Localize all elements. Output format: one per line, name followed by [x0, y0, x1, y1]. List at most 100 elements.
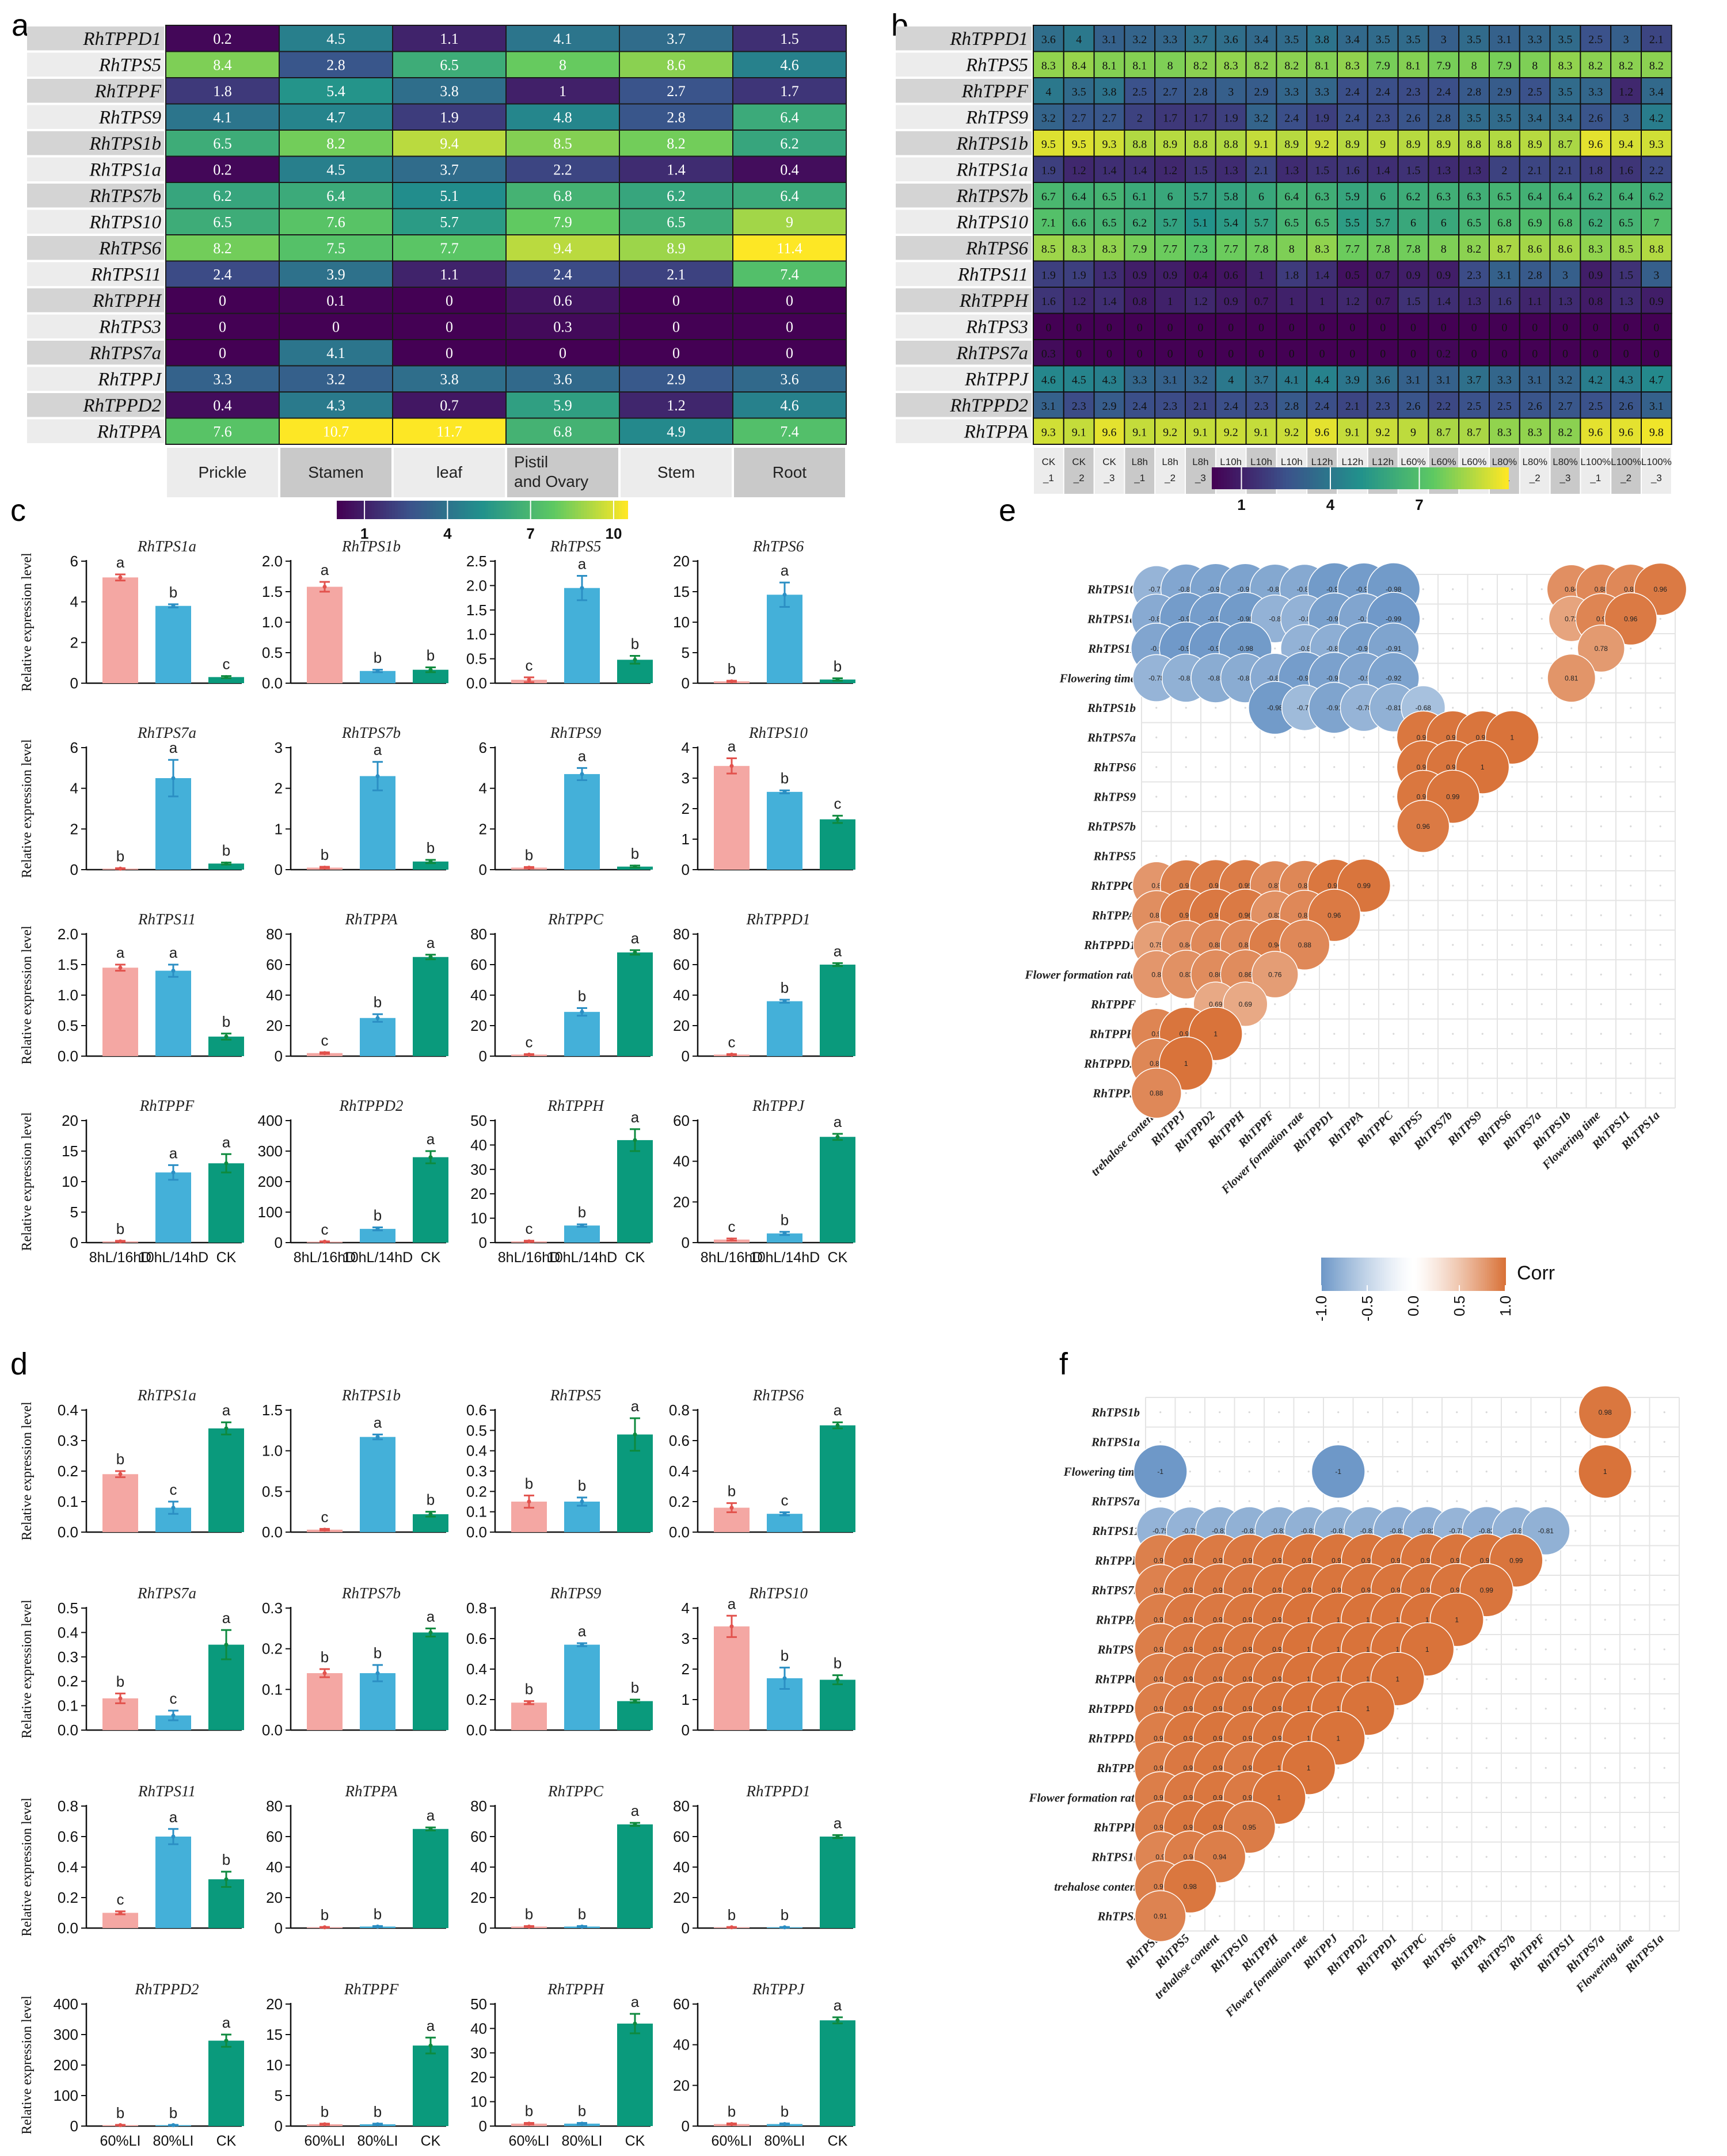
cell-value: 1.5	[1193, 164, 1208, 177]
cell-value: 2.7	[1072, 112, 1086, 124]
empty-cell	[1337, 1767, 1340, 1769]
heatmap-cell	[732, 77, 847, 105]
legend-swatch	[371, 501, 375, 519]
cell-value: 2.7	[1558, 400, 1573, 413]
row-label: RhTPS1a	[956, 159, 1028, 180]
y-tick-label: 0	[275, 1919, 283, 1937]
corr-value: 1	[1307, 1764, 1311, 1772]
cell-value: 6.1	[1132, 191, 1147, 203]
empty-cell	[1481, 914, 1483, 916]
row-label: RhTPS6	[965, 238, 1029, 259]
empty-cell	[1185, 766, 1187, 768]
legend-swatch	[581, 501, 585, 519]
y-tick-label: 0.5	[466, 650, 487, 668]
significance-letter: b	[169, 584, 177, 601]
empty-cell	[1659, 736, 1661, 738]
heatmap-cell	[1276, 208, 1308, 235]
empty-cell	[1303, 795, 1306, 798]
heatmap-cell	[1549, 339, 1581, 367]
heatmap-cell	[1306, 391, 1338, 419]
significance-letter: c	[728, 1034, 736, 1051]
y-tick-label: 60	[266, 1828, 283, 1845]
significance-letter: a	[578, 747, 587, 764]
cell-value: 0.4	[1193, 269, 1208, 281]
cell-value: 0	[1653, 321, 1659, 334]
cell-value: 8.2	[1588, 59, 1603, 72]
legend-tick-label: 7	[1415, 496, 1423, 513]
corr-value: 1	[1395, 1675, 1399, 1683]
legend-swatch	[520, 501, 524, 519]
cell-value: 8	[1289, 243, 1295, 256]
y-tick-label: 0.2	[58, 1889, 78, 1906]
row-label: RhTPS9	[98, 107, 161, 128]
y-tick-label: 30	[470, 2044, 487, 2062]
empty-cell	[1604, 1767, 1606, 1769]
legend-swatch	[473, 501, 477, 519]
cell-value: 3	[1441, 33, 1447, 46]
bar	[820, 1425, 855, 1532]
heatmap-cell	[732, 25, 847, 52]
corr-value: 0.87	[1268, 882, 1282, 890]
legend-swatch	[1253, 467, 1257, 489]
legend-swatch	[374, 501, 378, 519]
empty-cell	[1397, 1826, 1399, 1829]
empty-cell	[1159, 1441, 1162, 1443]
row-label: RhTPS1a	[1091, 1435, 1140, 1449]
empty-cell	[1604, 1559, 1606, 1561]
empty-cell	[1574, 1471, 1577, 1473]
cell-value: 3.7	[1254, 374, 1269, 386]
heatmap-cell	[1428, 339, 1460, 367]
empty-cell	[1540, 1033, 1543, 1035]
column-label-bg	[1034, 448, 1063, 494]
legend-swatch	[572, 501, 576, 519]
empty-cell	[1663, 1648, 1665, 1651]
cell-value: 2.3	[1467, 269, 1481, 281]
empty-cell	[1570, 944, 1573, 946]
bar	[564, 774, 600, 870]
legend-swatch	[453, 501, 457, 519]
row-label: RhTPS11	[1091, 1524, 1140, 1538]
row-label-bg	[27, 52, 164, 77]
cell-value: 9.8	[1649, 426, 1664, 439]
empty-cell	[1570, 647, 1573, 650]
heatmap-cell	[1276, 365, 1308, 393]
empty-cell	[1574, 1885, 1577, 1888]
cell-value: 1.3	[1102, 269, 1117, 281]
corr-value: 1	[1510, 733, 1514, 741]
empty-cell	[1515, 1648, 1517, 1651]
legend-swatch	[441, 501, 445, 519]
empty-cell	[1570, 1092, 1573, 1094]
empty-cell	[1659, 647, 1661, 650]
data-point	[729, 1506, 734, 1510]
empty-cell	[1481, 825, 1483, 828]
heatmap-cell	[1093, 260, 1125, 288]
bar	[102, 1913, 138, 1928]
cell-value: 1.8	[1284, 269, 1299, 281]
empty-cell	[1663, 1559, 1665, 1561]
empty-cell	[1574, 1678, 1577, 1680]
cell-value: 2.1	[1345, 400, 1360, 413]
row-label: RhTPS7a	[89, 343, 161, 364]
row-label: RhTPPH	[1093, 1820, 1140, 1834]
legend-swatch	[531, 501, 535, 519]
heatmap-cell	[732, 417, 847, 445]
corr-value: -0.78	[1148, 585, 1165, 593]
empty-cell	[1363, 914, 1365, 916]
y-tick-label: 1	[682, 831, 690, 848]
cell-value: 0	[332, 318, 340, 335]
cell-value: 3.8	[1102, 86, 1117, 98]
empty-cell	[1663, 1885, 1665, 1888]
empty-cell	[1540, 677, 1543, 679]
cell-value: 3.4	[1528, 112, 1542, 124]
cell-value: 7.6	[326, 214, 345, 230]
legend-swatch	[1478, 467, 1482, 489]
legend-swatch	[380, 501, 384, 519]
legend-swatch	[610, 501, 614, 519]
significance-letter: b	[631, 1679, 639, 1696]
empty-cell	[1452, 914, 1454, 916]
cell-value: 5.5	[1345, 216, 1360, 229]
heatmap-cell	[619, 287, 733, 314]
bar	[564, 1502, 600, 1532]
heatmap-cell	[279, 182, 393, 209]
